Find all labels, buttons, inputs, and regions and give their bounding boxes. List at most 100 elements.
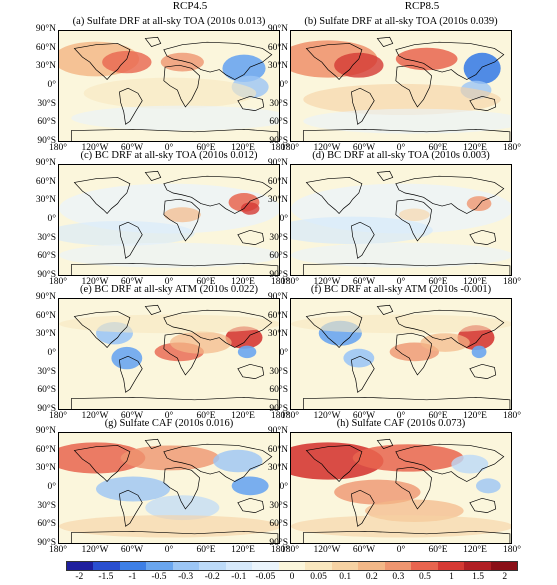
lon-label: 60°W <box>352 411 376 421</box>
lat-label: 90°N <box>267 158 288 168</box>
lat-label: 30°N <box>267 195 288 206</box>
lat-label: 60°S <box>37 519 56 530</box>
lon-label: 180° <box>48 143 68 153</box>
lon-label: 180° <box>270 545 290 555</box>
lon-label: 60°E <box>196 277 216 287</box>
lat-label: 60°S <box>37 385 56 396</box>
map-panel-f: (f) BC DRF at all-sky ATM (2010s -0.001)… <box>268 284 521 421</box>
lon-label: 120°E <box>463 411 487 421</box>
lon-label: 0° <box>396 545 406 555</box>
lon-label: 120°E <box>463 277 487 287</box>
lon-label: 120°W <box>313 277 341 287</box>
lat-label: 60°S <box>269 519 288 530</box>
map-panel-e: (e) BC DRF at all-sky ATM (2010s 0.022) 9… <box>36 284 289 421</box>
lon-label: 60°E <box>428 143 448 153</box>
colorbar: -2 -1.5 -1 -0.5 -0.3 -0.2 -0.1 -0.05 0 0.05 0.1 0.2… <box>66 561 518 585</box>
lon-label: 180° <box>280 277 300 287</box>
lon-label: 120°E <box>231 277 255 287</box>
lat-label: 30°N <box>35 195 56 206</box>
colorbar-tick-label: -1.5 <box>98 572 114 582</box>
lon-label: 60°W <box>120 411 144 421</box>
colorbar-tick-label: 0 <box>289 572 295 582</box>
lat-label: 30°S <box>269 232 288 243</box>
colorbar-tick-label: -0.3 <box>178 572 194 582</box>
lon-label: 120°E <box>463 545 487 555</box>
lat-label: 30°N <box>35 329 56 340</box>
lat-label: 30°S <box>269 98 288 109</box>
lat-label: 60°N <box>267 444 288 455</box>
lon-label: 180° <box>502 277 522 287</box>
lon-label: 60°W <box>120 143 144 153</box>
lon-label: 0° <box>164 277 174 287</box>
colorbar-bar <box>66 561 518 571</box>
lon-label: 180° <box>48 545 68 555</box>
lat-label: 90°N <box>35 292 56 302</box>
lat-label: 60°N <box>35 310 56 321</box>
lat-label: 30°S <box>37 500 56 511</box>
lat-label: 30°N <box>35 463 56 474</box>
lat-label: 60°N <box>267 176 288 187</box>
lon-label: 120°E <box>463 143 487 153</box>
colorbar-tick-label: 1 <box>449 572 454 582</box>
lat-label: 30°S <box>37 98 56 109</box>
colorbar-tick-label: -0.2 <box>204 572 220 582</box>
lat-label: 90°N <box>35 24 56 34</box>
lat-label: 30°S <box>37 366 56 377</box>
lat-label: 90°S <box>269 136 288 146</box>
panel-title: (b) Sulfate DRF at all-sky TOA (2010s 0.… <box>304 16 498 27</box>
lon-label: 0° <box>396 277 406 287</box>
lat-label: 60°N <box>35 42 56 53</box>
colorbar-segment <box>331 562 359 570</box>
panel-title: (a) Sulfate DRF at all-sky TOA (2010s 0.… <box>72 16 266 27</box>
lon-label: 0° <box>164 143 174 153</box>
map-image <box>290 164 512 276</box>
lon-label: 180° <box>48 277 68 287</box>
lon-label: 180° <box>270 143 290 153</box>
map-panel-d: (d) BC DRF at all-sky TOA (2010s 0.003) 9… <box>268 150 521 287</box>
lon-label: 60°E <box>196 545 216 555</box>
panel-title: (f) BC DRF at all-sky ATM (2010s -0.001) <box>310 284 492 295</box>
lon-label: 120°E <box>231 411 255 421</box>
lat-label: 60°S <box>269 385 288 396</box>
colorbar-tick-label: -2 <box>75 572 84 582</box>
colorbar-tick-label: 0.3 <box>392 572 405 582</box>
lat-label: 60°S <box>269 117 288 128</box>
lon-label: 60°E <box>428 411 448 421</box>
lat-label: 90°S <box>269 538 288 548</box>
lon-label: 120°W <box>313 143 341 153</box>
lat-label: 0° <box>279 80 288 90</box>
colorbar-segment <box>278 562 306 570</box>
colorbar-segment <box>119 562 147 570</box>
lat-label: 90°S <box>37 136 56 146</box>
colorbar-segment <box>67 562 94 570</box>
lat-label: 90°S <box>269 404 288 414</box>
colorbar-segment <box>225 562 253 570</box>
map-image <box>58 30 280 142</box>
lon-label: 60°E <box>428 277 448 287</box>
lat-label: 60°S <box>37 117 56 128</box>
lat-label: 0° <box>279 482 288 492</box>
colorbar-tick-label: -0.1 <box>231 572 247 582</box>
colorbar-tick-label: -0.5 <box>151 572 167 582</box>
lon-label: 60°W <box>120 545 144 555</box>
panel-title: (c) BC DRF at all-sky TOA (2010s 0.012) <box>80 150 258 161</box>
lon-label: 60°W <box>352 277 376 287</box>
map-panel-a: (a) Sulfate DRF at all-sky TOA (2010s 0.… <box>36 16 289 153</box>
panel-title: (e) BC DRF at all-sky ATM (2010s 0.022) <box>80 284 258 295</box>
lat-label: 60°N <box>267 310 288 321</box>
panel-title: (h) Sulfate CAF (2010s 0.073) <box>336 418 466 429</box>
lon-label: 0° <box>396 143 406 153</box>
lon-label: 120°E <box>231 545 255 555</box>
colorbar-tick-label: 0.5 <box>419 572 431 582</box>
colorbar-segment <box>490 562 517 570</box>
lat-label: 60°N <box>35 444 56 455</box>
lat-label: 30°N <box>267 463 288 474</box>
lat-label: 90°S <box>37 270 56 280</box>
lon-label: 180° <box>502 143 522 153</box>
colorbar-tick-label: -1 <box>128 572 137 582</box>
lat-label: 90°N <box>35 158 56 168</box>
column-title-left: RCP4.5 <box>172 0 208 12</box>
panel-title: (d) BC DRF at all-sky TOA (2010s 0.003) <box>312 150 490 161</box>
lat-label: 0° <box>47 214 56 224</box>
map-panel-c: (c) BC DRF at all-sky TOA (2010s 0.012) 9… <box>36 150 289 287</box>
